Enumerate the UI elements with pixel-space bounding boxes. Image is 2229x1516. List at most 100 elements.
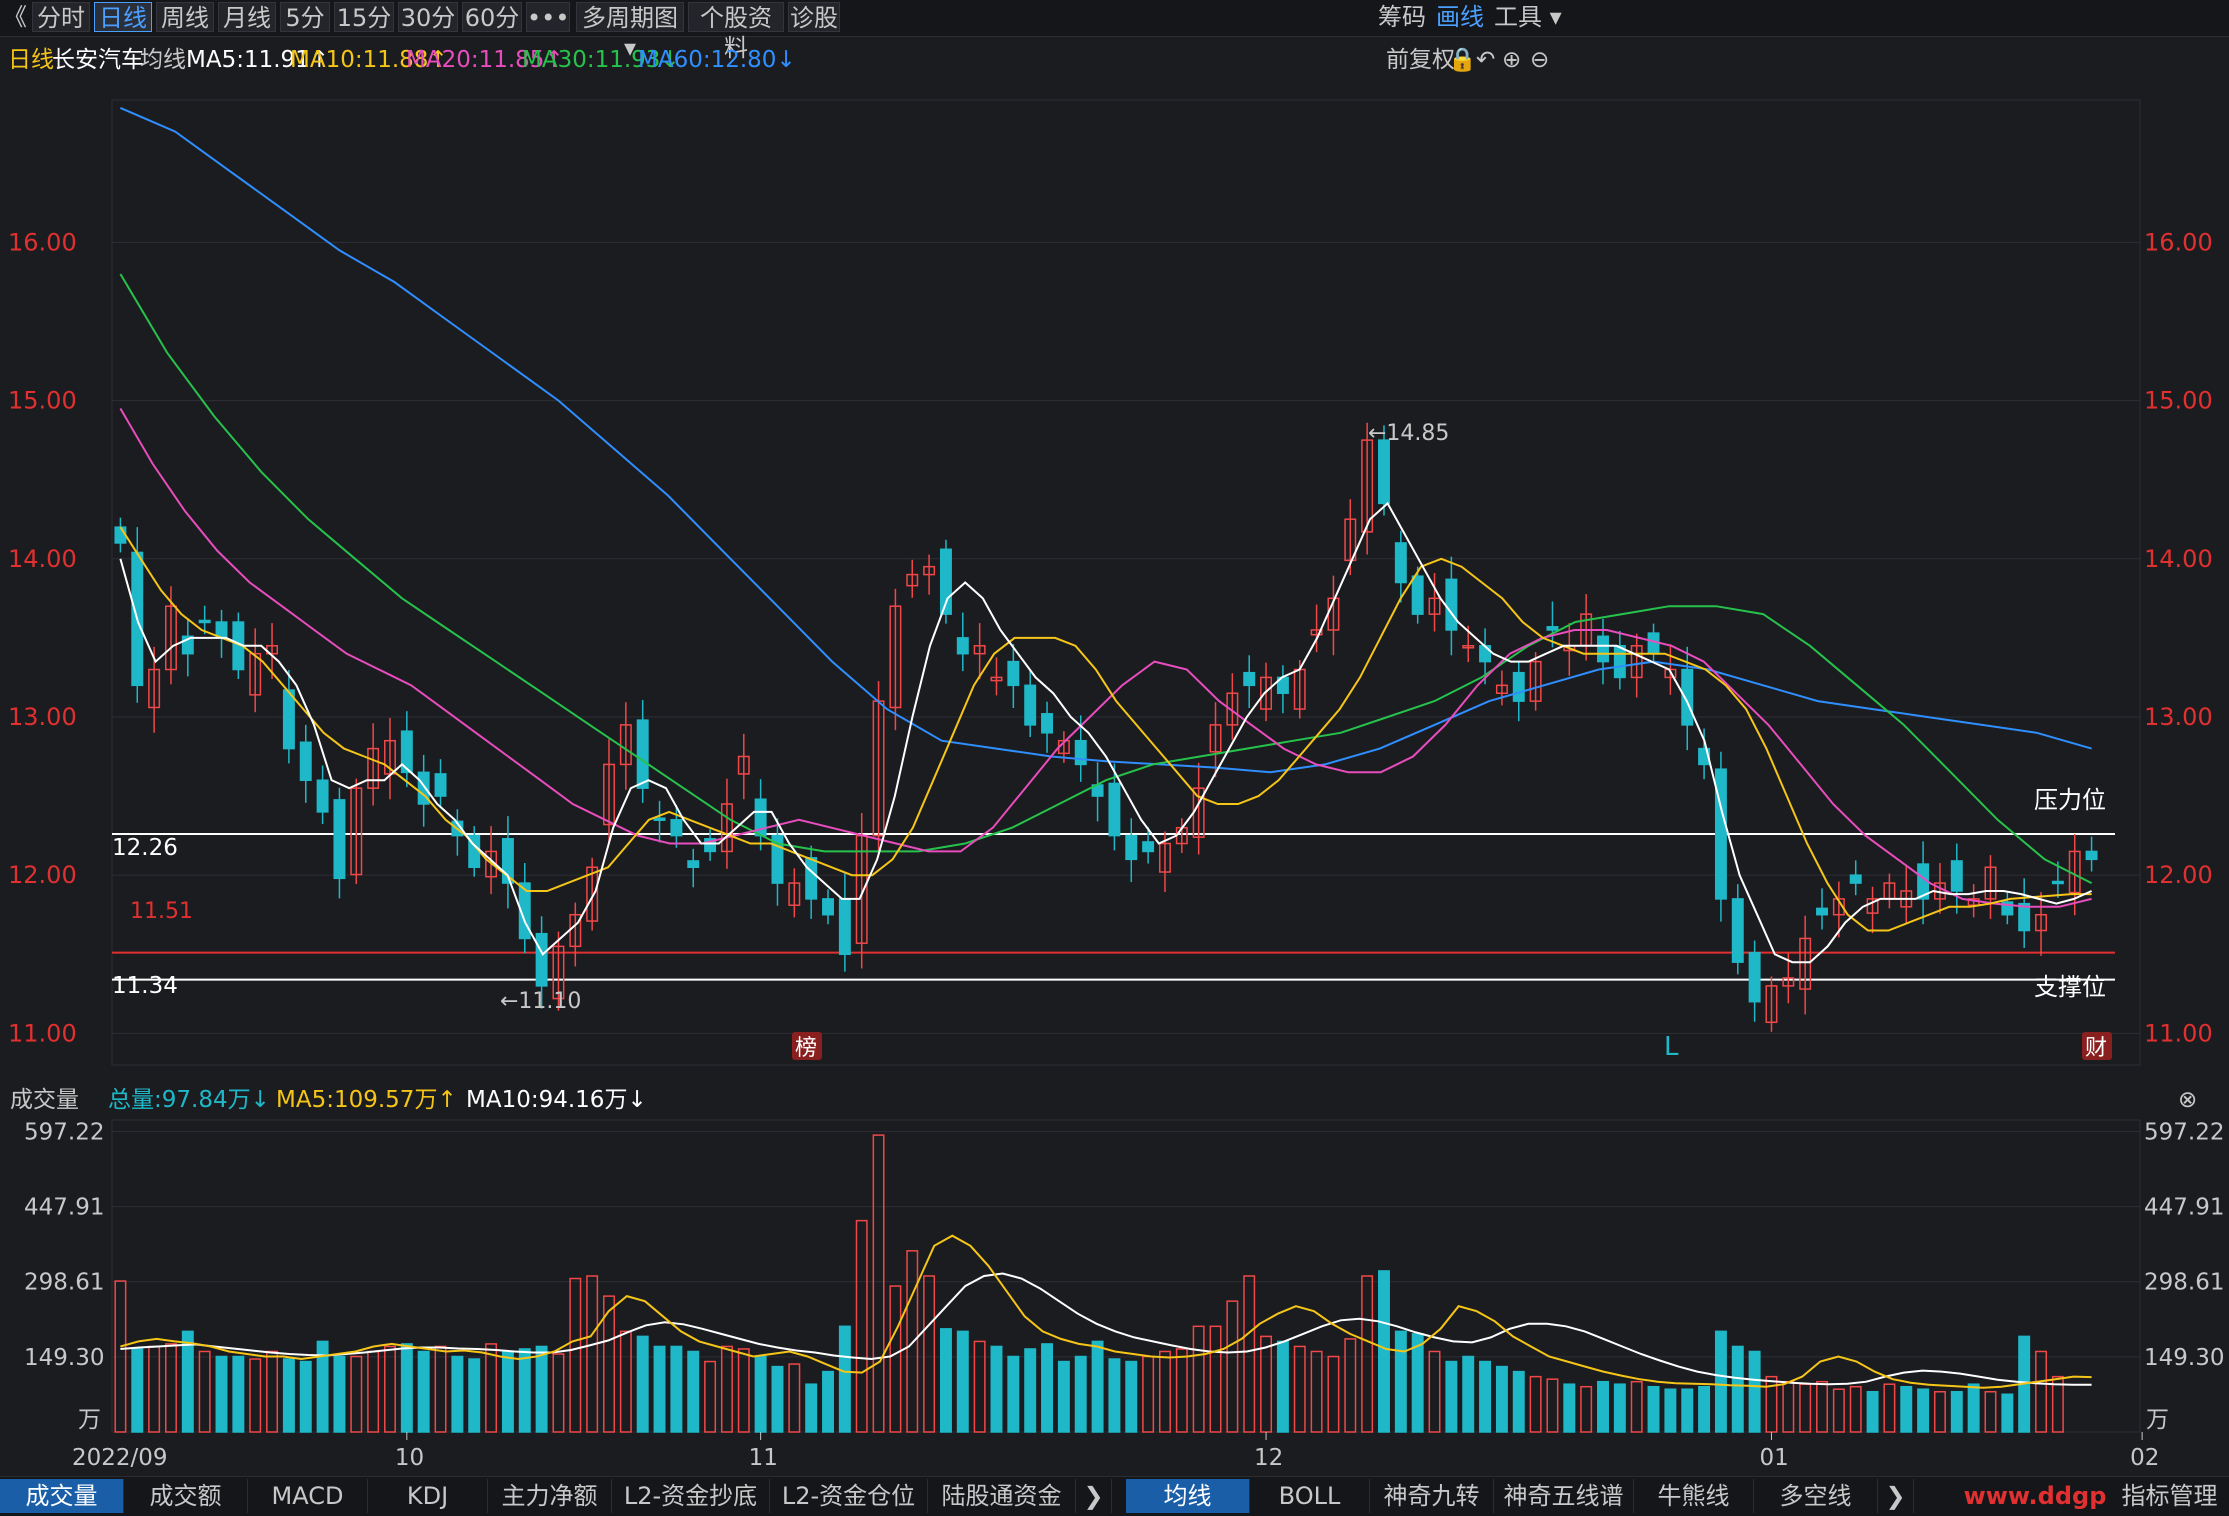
- adjust-dropdown[interactable]: 前复权: [1386, 47, 1455, 73]
- volume-tick-right: 597.22: [2144, 1119, 2224, 1145]
- tab-daily[interactable]: 日线: [94, 2, 152, 32]
- volume-bar: [1293, 1345, 1306, 1433]
- l-marker[interactable]: L: [1664, 1032, 1679, 1062]
- multi-period-dropdown[interactable]: 多周期图 ▾: [576, 2, 684, 62]
- volume-ma5: MA5:109.57万↑: [276, 1087, 457, 1113]
- candle-body: [704, 838, 717, 853]
- indicator-bar: 成交量 成交额 MACD KDJ 主力净额 L2-资金抄底 L2-资金仓位 陆股…: [0, 1476, 2229, 1516]
- volume-bar: [350, 1355, 363, 1433]
- bang-marker[interactable]: 榜: [795, 1036, 817, 1061]
- date-axis: 2022/0910111201020304: [72, 1432, 2159, 1471]
- candle-body: [636, 719, 649, 789]
- date-label: 11: [749, 1445, 778, 1471]
- diagnose-tab[interactable]: 诊股: [788, 2, 840, 32]
- volume-bar: [670, 1345, 683, 1433]
- tab-60min[interactable]: 60分: [462, 2, 522, 32]
- tab-northbound[interactable]: 陆股通资金: [928, 1479, 1076, 1513]
- vol-unit-right: 万: [2146, 1407, 2169, 1433]
- watermark: www.ddgp: [1963, 1482, 2107, 1510]
- price-tick-left: 13.00: [8, 703, 77, 731]
- candle-body: [1479, 645, 1492, 663]
- indicator-manage-button[interactable]: 指标管理: [2121, 1482, 2218, 1510]
- ma30-line: [119, 273, 2093, 884]
- price-tick-left: 12.00: [8, 861, 77, 889]
- zoom-in-icon[interactable]: ⊕: [1502, 47, 1522, 73]
- ma-label[interactable]: 均线: [140, 47, 186, 73]
- tab-magic9[interactable]: 神奇九转: [1370, 1479, 1494, 1513]
- volume-bar: [1950, 1390, 1963, 1433]
- chip-button[interactable]: 筹码: [1378, 3, 1426, 31]
- candle-body: [687, 860, 700, 869]
- candle-body: [1529, 660, 1542, 702]
- more-button[interactable]: •••: [526, 2, 570, 32]
- tab-weekly[interactable]: 周线: [156, 2, 214, 32]
- volume-bar: [1816, 1380, 1828, 1433]
- tab-boll[interactable]: BOLL: [1250, 1479, 1370, 1513]
- candle-body: [114, 526, 127, 544]
- volume-bar: [164, 1343, 177, 1433]
- candle-body: [822, 898, 834, 916]
- zoom-out-icon[interactable]: ⊖: [1530, 47, 1550, 73]
- volume-bar: [1428, 1350, 1441, 1433]
- back-button[interactable]: 《: [3, 3, 27, 31]
- volume-bar: [788, 1363, 801, 1433]
- tab-ma[interactable]: 均线: [1126, 1479, 1250, 1513]
- volume-bar: [956, 1330, 969, 1433]
- volume-bar: [1192, 1325, 1205, 1433]
- tab-monthly[interactable]: 月线: [218, 2, 276, 32]
- tab-long-short[interactable]: 多空线: [1754, 1479, 1878, 1513]
- tab-l2-position[interactable]: L2-资金仓位: [770, 1479, 928, 1513]
- volume-bar: [1597, 1380, 1609, 1433]
- tab-magic5[interactable]: 神奇五线谱: [1494, 1479, 1634, 1513]
- candle-body: [889, 605, 902, 709]
- volume-bar: [485, 1343, 498, 1433]
- volume-bar: [249, 1358, 262, 1433]
- tab-macd[interactable]: MACD: [248, 1479, 368, 1513]
- tools-dropdown[interactable]: 工具 ▾: [1494, 3, 1562, 31]
- mid-value: 11.51: [130, 899, 193, 924]
- tab-bull-bear[interactable]: 牛熊线: [1634, 1479, 1754, 1513]
- volume-bar: [181, 1330, 194, 1433]
- stock-name[interactable]: 长安汽车: [52, 47, 144, 73]
- chevron-right-icon-2[interactable]: ❯: [1878, 1479, 1914, 1513]
- candle-body: [603, 763, 615, 826]
- candle-body: [1394, 542, 1407, 584]
- candle-body: [1361, 439, 1374, 533]
- volume-bar: [1546, 1378, 1559, 1433]
- volume-bar: [1714, 1330, 1727, 1433]
- price-axis: 16.00 16.00 15.00 15.00 14.00 14.00 13.00 13.00…: [8, 228, 2213, 1047]
- tab-volume[interactable]: 成交量: [0, 1479, 124, 1513]
- stock-info-tab[interactable]: 个股资料: [688, 2, 784, 62]
- volume-bar: [1209, 1325, 1222, 1433]
- tab-turnover[interactable]: 成交额: [124, 1479, 248, 1513]
- volume-bar: [1630, 1380, 1643, 1433]
- volume-bar: [232, 1355, 245, 1433]
- lock-icon[interactable]: 🔒: [1448, 47, 1477, 73]
- cai-marker[interactable]: 财: [2085, 1036, 2107, 1061]
- draw-button[interactable]: 画线: [1436, 3, 1484, 31]
- tab-5min[interactable]: 5分: [280, 2, 330, 32]
- chevron-right-icon[interactable]: ❯: [1076, 1479, 1112, 1513]
- tab-main-net[interactable]: 主力净额: [488, 1479, 612, 1513]
- date-label: 10: [395, 1445, 424, 1471]
- volume-bar: [468, 1358, 481, 1433]
- candle-body: [1597, 635, 1609, 663]
- tab-l2-bottom[interactable]: L2-资金抄底: [612, 1479, 770, 1513]
- tab-kdj[interactable]: KDJ: [368, 1479, 488, 1513]
- volume-bar: [1832, 1388, 1845, 1433]
- date-label: 2022/09: [72, 1445, 168, 1471]
- candle-body: [249, 652, 262, 696]
- close-icon[interactable]: ⊗: [2178, 1087, 2198, 1113]
- candle-body: [653, 817, 666, 821]
- candle-body: [1007, 660, 1020, 687]
- undo-icon[interactable]: ↶: [1476, 47, 1496, 73]
- volume-bar: [1748, 1350, 1761, 1433]
- volume-bar: [1074, 1355, 1087, 1433]
- tab-minute[interactable]: 分时: [32, 2, 90, 32]
- volume-bar: [1142, 1355, 1155, 1433]
- volume-bar: [1091, 1340, 1104, 1433]
- tab-15min[interactable]: 15分: [334, 2, 394, 32]
- tab-30min[interactable]: 30分: [398, 2, 458, 32]
- high-annotation: ←14.85: [1368, 421, 1449, 446]
